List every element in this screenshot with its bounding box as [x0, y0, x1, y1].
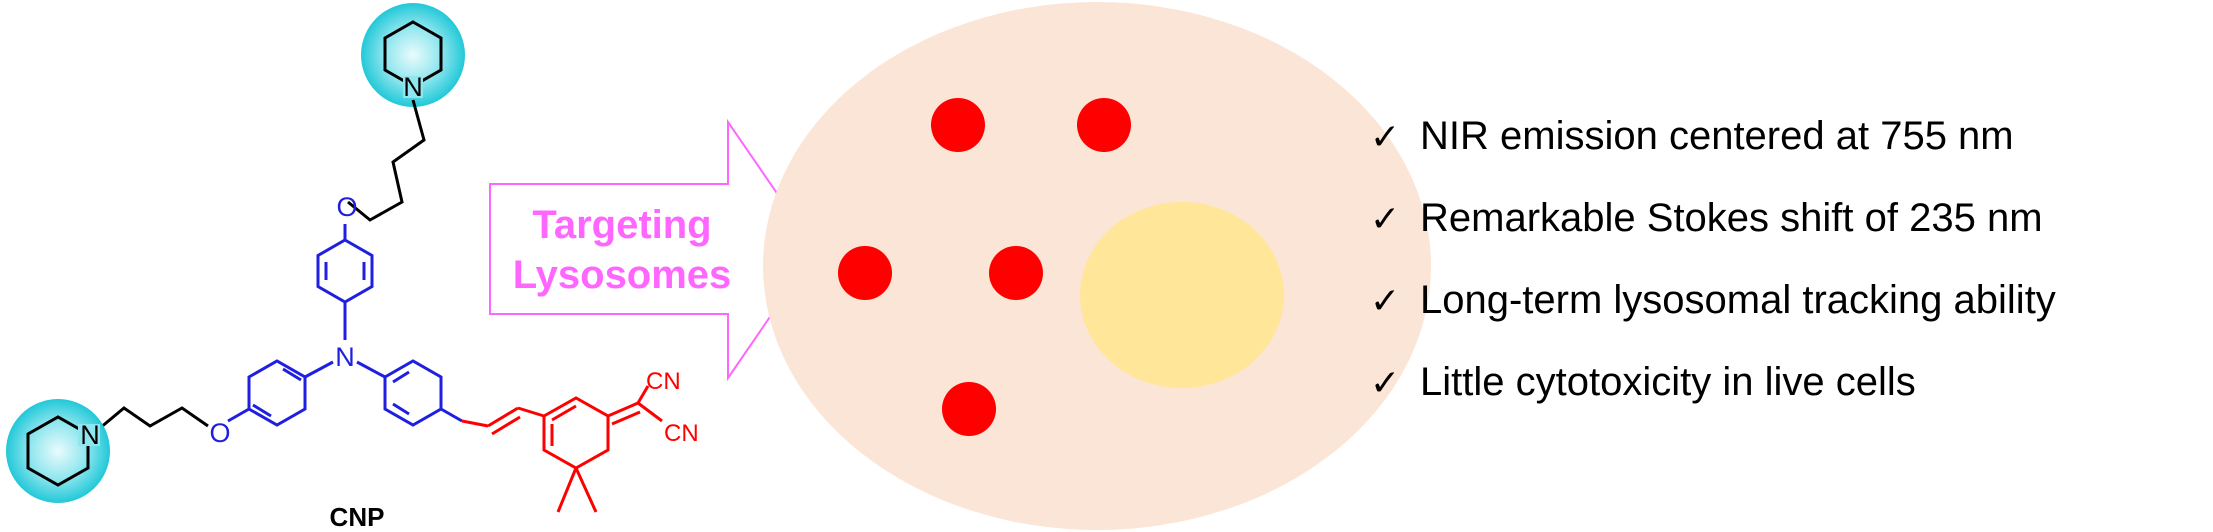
feature-item: ✓ NIR emission centered at 755 nm: [1370, 110, 2056, 192]
nitrile-label-top: CN: [646, 368, 681, 395]
vinyl-bond: [461, 419, 489, 428]
checkmark-icon: ✓: [1370, 363, 1401, 404]
compound-name: CNP: [330, 502, 385, 532]
top-piperidine-highlight: [361, 3, 465, 107]
right-phenyl-ring: [383, 359, 443, 427]
gem-dimethyl-right: [574, 467, 598, 513]
targeting-arrow-line2: Lysosomes: [513, 253, 732, 297]
targeting-arrow-line1: Targeting: [532, 203, 711, 247]
lysosome-dot: [942, 382, 996, 436]
nitrile-label-bottom: CN: [664, 420, 699, 447]
left-oxygen-label: O: [209, 418, 230, 448]
left-phenyl-ring: [247, 359, 307, 427]
feature-item: ✓ Little cytotoxicity in live cells: [1370, 356, 2056, 438]
cell-nucleus: [1080, 202, 1284, 388]
feature-text: Little cytotoxicity in live cells: [1420, 360, 1916, 404]
feature-text: NIR emission centered at 755 nm: [1420, 114, 2014, 158]
cell-illustration: [763, 2, 1431, 530]
central-nitrogen-label: N: [335, 342, 355, 372]
checkmark-icon: ✓: [1370, 117, 1401, 158]
left-piperidine-n-label: N: [80, 420, 100, 450]
isophorone-ring: [542, 396, 610, 470]
lysosome-dot: [1077, 98, 1131, 152]
feature-text: Remarkable Stokes shift of 235 nm: [1420, 196, 2043, 240]
left-propyl-chain: [99, 406, 209, 430]
feature-list: ✓ NIR emission centered at 755 nm ✓ Remark…: [1370, 110, 2056, 438]
gem-dimethyl-left: [556, 467, 578, 513]
top-piperidine-n-label: N: [403, 72, 423, 102]
checkmark-icon: ✓: [1370, 199, 1401, 240]
left-piperidine-ring: [26, 415, 90, 487]
top-oxygen-label: O: [336, 192, 357, 222]
left-piperidine-highlight: [6, 399, 110, 503]
lysosome-dot: [931, 98, 985, 152]
feature-item: ✓ Long-term lysosomal tracking ability: [1370, 274, 2056, 356]
feature-text: Long-term lysosomal tracking ability: [1420, 278, 2056, 322]
feature-item: ✓ Remarkable Stokes shift of 235 nm: [1370, 192, 2056, 274]
checkmark-icon: ✓: [1370, 281, 1401, 322]
targeting-arrow: Targeting Lysosomes: [489, 118, 818, 382]
lysosome-dot: [838, 246, 892, 300]
cnp-molecule: N O N O N: [6, 3, 699, 532]
top-propyl-chain: [347, 99, 426, 222]
lysosome-dot: [989, 246, 1043, 300]
